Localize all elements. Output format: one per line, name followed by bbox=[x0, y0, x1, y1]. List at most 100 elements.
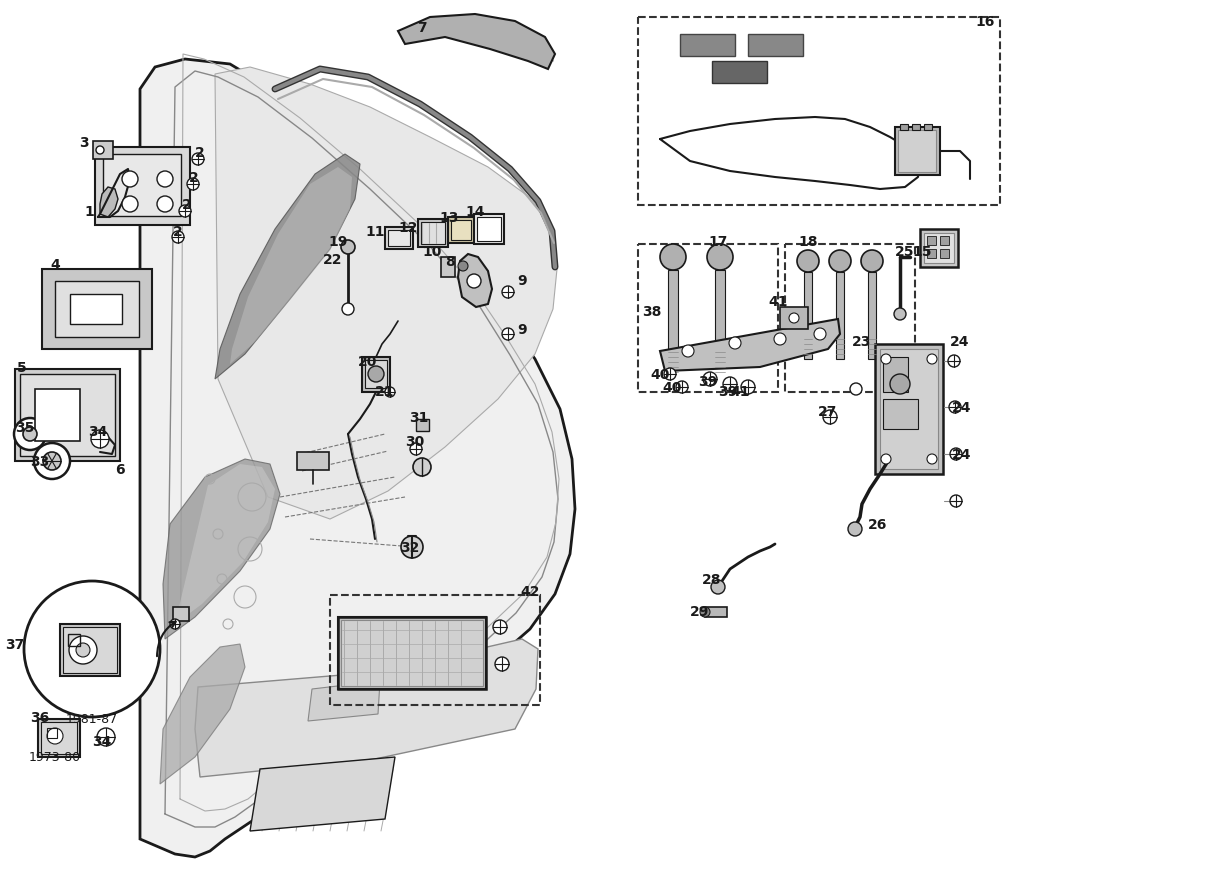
Bar bbox=[880, 349, 937, 470]
Bar bbox=[385, 227, 413, 249]
Bar bbox=[416, 420, 429, 431]
Circle shape bbox=[711, 580, 725, 594]
Text: 2: 2 bbox=[182, 198, 191, 212]
Text: 40: 40 bbox=[650, 368, 669, 382]
Text: 8: 8 bbox=[445, 255, 455, 269]
Circle shape bbox=[502, 328, 514, 341]
Bar bbox=[898, 131, 936, 173]
Text: 13: 13 bbox=[439, 211, 458, 225]
Circle shape bbox=[48, 728, 63, 745]
Circle shape bbox=[950, 401, 961, 414]
Polygon shape bbox=[397, 15, 555, 70]
Circle shape bbox=[890, 375, 911, 394]
Text: 5: 5 bbox=[17, 361, 27, 375]
Bar bbox=[35, 390, 80, 442]
Bar bbox=[940, 249, 950, 259]
Polygon shape bbox=[716, 270, 725, 368]
Text: 21: 21 bbox=[375, 385, 395, 399]
Circle shape bbox=[741, 380, 755, 394]
Circle shape bbox=[703, 372, 717, 386]
Bar bbox=[680, 35, 735, 57]
Circle shape bbox=[723, 378, 737, 392]
Bar bbox=[924, 234, 954, 263]
Circle shape bbox=[850, 384, 862, 396]
Circle shape bbox=[24, 581, 160, 717]
Circle shape bbox=[43, 452, 61, 471]
Circle shape bbox=[458, 262, 468, 271]
Circle shape bbox=[341, 241, 355, 255]
Circle shape bbox=[681, 346, 694, 357]
Circle shape bbox=[193, 154, 204, 166]
Text: 19: 19 bbox=[328, 234, 347, 248]
Circle shape bbox=[664, 369, 677, 380]
Bar bbox=[875, 344, 944, 474]
Text: 23: 23 bbox=[852, 335, 872, 349]
Bar bbox=[474, 215, 503, 245]
Circle shape bbox=[789, 313, 798, 324]
Polygon shape bbox=[836, 273, 844, 360]
Text: 2: 2 bbox=[195, 146, 205, 160]
Bar bbox=[362, 357, 390, 392]
Text: 4: 4 bbox=[50, 258, 60, 271]
Bar bbox=[920, 230, 958, 268]
Text: 10: 10 bbox=[422, 245, 441, 259]
Bar bbox=[940, 237, 950, 246]
Text: 26: 26 bbox=[868, 517, 887, 531]
Circle shape bbox=[385, 387, 395, 398]
Bar bbox=[926, 237, 936, 246]
Polygon shape bbox=[458, 255, 492, 307]
Circle shape bbox=[96, 147, 104, 155]
Text: 29: 29 bbox=[690, 604, 709, 618]
Circle shape bbox=[926, 455, 937, 464]
Circle shape bbox=[122, 197, 138, 212]
Circle shape bbox=[926, 355, 937, 364]
Bar bbox=[748, 35, 803, 57]
Bar bbox=[63, 627, 117, 673]
Text: 20: 20 bbox=[358, 355, 378, 369]
Text: 38: 38 bbox=[642, 305, 662, 319]
Polygon shape bbox=[215, 68, 557, 520]
Text: 34: 34 bbox=[93, 734, 112, 748]
Circle shape bbox=[894, 309, 906, 320]
Bar bbox=[638, 18, 1000, 205]
Text: 24: 24 bbox=[952, 400, 972, 414]
Bar bbox=[95, 148, 190, 226]
Bar bbox=[900, 125, 908, 131]
Text: 42: 42 bbox=[521, 585, 540, 598]
Circle shape bbox=[157, 172, 173, 188]
Bar bbox=[441, 258, 455, 277]
Bar bbox=[38, 719, 80, 757]
Circle shape bbox=[169, 619, 180, 630]
Circle shape bbox=[950, 495, 962, 507]
Text: 16: 16 bbox=[975, 15, 995, 29]
Circle shape bbox=[950, 449, 962, 460]
Text: 1973-80: 1973-80 bbox=[29, 751, 80, 764]
Circle shape bbox=[881, 355, 891, 364]
Circle shape bbox=[729, 338, 741, 349]
Text: 18: 18 bbox=[798, 234, 818, 248]
Circle shape bbox=[34, 443, 69, 479]
Text: 17: 17 bbox=[708, 234, 728, 248]
Text: 41: 41 bbox=[768, 295, 787, 309]
Circle shape bbox=[69, 637, 98, 665]
Polygon shape bbox=[659, 320, 840, 371]
Bar bbox=[15, 370, 119, 462]
Bar bbox=[895, 128, 940, 176]
Text: 35: 35 bbox=[16, 421, 34, 435]
Circle shape bbox=[848, 522, 862, 536]
Text: 33: 33 bbox=[30, 455, 50, 469]
Bar bbox=[341, 620, 483, 687]
Circle shape bbox=[467, 275, 482, 289]
Bar bbox=[477, 218, 501, 241]
Text: 24: 24 bbox=[951, 335, 970, 349]
Text: 28: 28 bbox=[702, 572, 722, 587]
Bar bbox=[883, 399, 918, 429]
Bar bbox=[41, 723, 77, 754]
Bar bbox=[388, 231, 410, 247]
Circle shape bbox=[659, 245, 686, 270]
Circle shape bbox=[76, 644, 90, 658]
Text: 37: 37 bbox=[5, 637, 24, 651]
Text: 30: 30 bbox=[406, 435, 424, 449]
Polygon shape bbox=[215, 155, 360, 379]
Circle shape bbox=[413, 458, 432, 477]
